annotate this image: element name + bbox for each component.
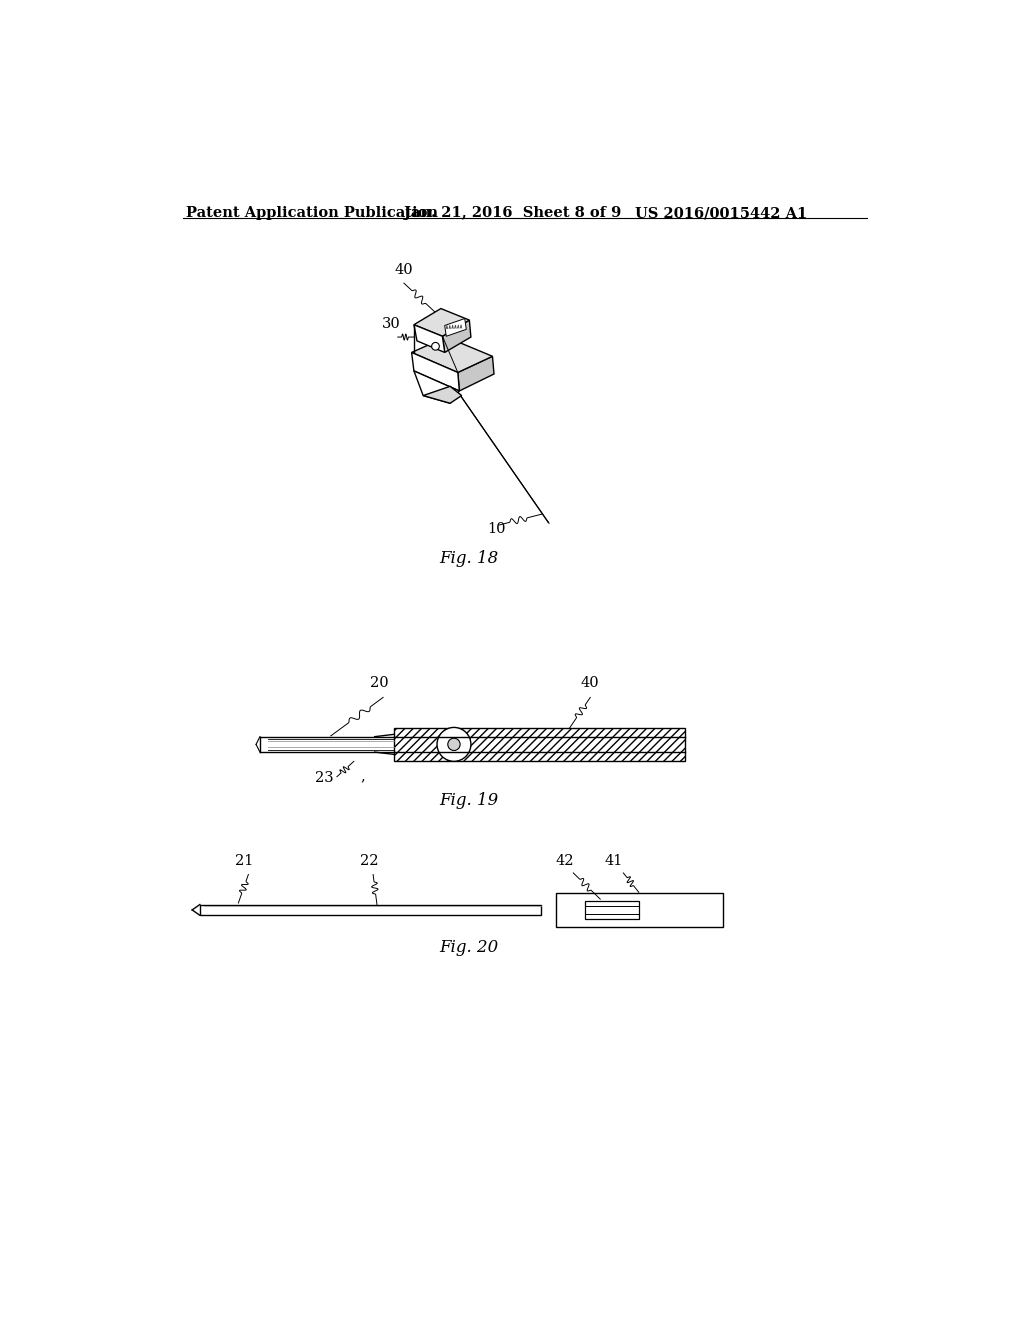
Text: Patent Application Publication: Patent Application Publication (186, 206, 438, 220)
Text: 23: 23 (315, 771, 334, 785)
Text: 40: 40 (394, 263, 414, 277)
Polygon shape (442, 321, 471, 352)
Polygon shape (414, 371, 460, 404)
Polygon shape (444, 318, 466, 337)
Text: Jan. 21, 2016  Sheet 8 of 9: Jan. 21, 2016 Sheet 8 of 9 (403, 206, 622, 220)
Circle shape (432, 342, 439, 350)
Text: 42: 42 (556, 854, 574, 869)
Text: 30: 30 (382, 317, 400, 331)
Polygon shape (414, 325, 444, 352)
Polygon shape (414, 309, 469, 337)
Text: 10: 10 (487, 523, 506, 536)
Text: Fig. 18: Fig. 18 (439, 549, 499, 566)
Text: 40: 40 (581, 676, 600, 690)
Text: 41: 41 (605, 854, 624, 869)
Text: ,: , (360, 770, 365, 784)
Circle shape (447, 738, 460, 751)
Text: Fig. 20: Fig. 20 (439, 939, 499, 956)
Polygon shape (423, 387, 462, 404)
Text: 22: 22 (360, 854, 379, 869)
Text: US 2016/0015442 A1: US 2016/0015442 A1 (635, 206, 807, 220)
Text: 21: 21 (236, 854, 254, 869)
Text: 20: 20 (370, 676, 388, 690)
Polygon shape (412, 352, 460, 391)
Bar (200, 904, 541, 915)
Circle shape (437, 727, 471, 762)
Polygon shape (412, 337, 493, 372)
Text: Fig. 19: Fig. 19 (439, 792, 499, 809)
Bar (585, 900, 639, 919)
Bar (556, 892, 724, 927)
Polygon shape (458, 356, 494, 391)
Bar (394, 729, 685, 760)
